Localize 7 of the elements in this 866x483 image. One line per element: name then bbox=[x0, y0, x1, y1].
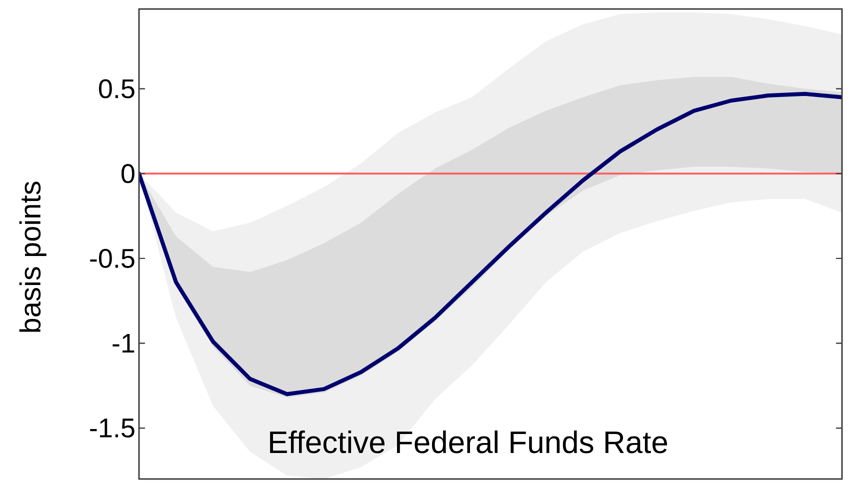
y-tick-label: 0.5 bbox=[98, 79, 134, 98]
y-tick-label: -1.5 bbox=[90, 418, 134, 438]
y-axis-title: basis points bbox=[19, 182, 46, 332]
y-tick-label: 0 bbox=[122, 164, 134, 184]
text: Effective Federal Funds Rate bbox=[270, 430, 668, 454]
y-tick-label: -0.5 bbox=[90, 248, 134, 268]
y-tick-label: -1 bbox=[112, 334, 134, 353]
